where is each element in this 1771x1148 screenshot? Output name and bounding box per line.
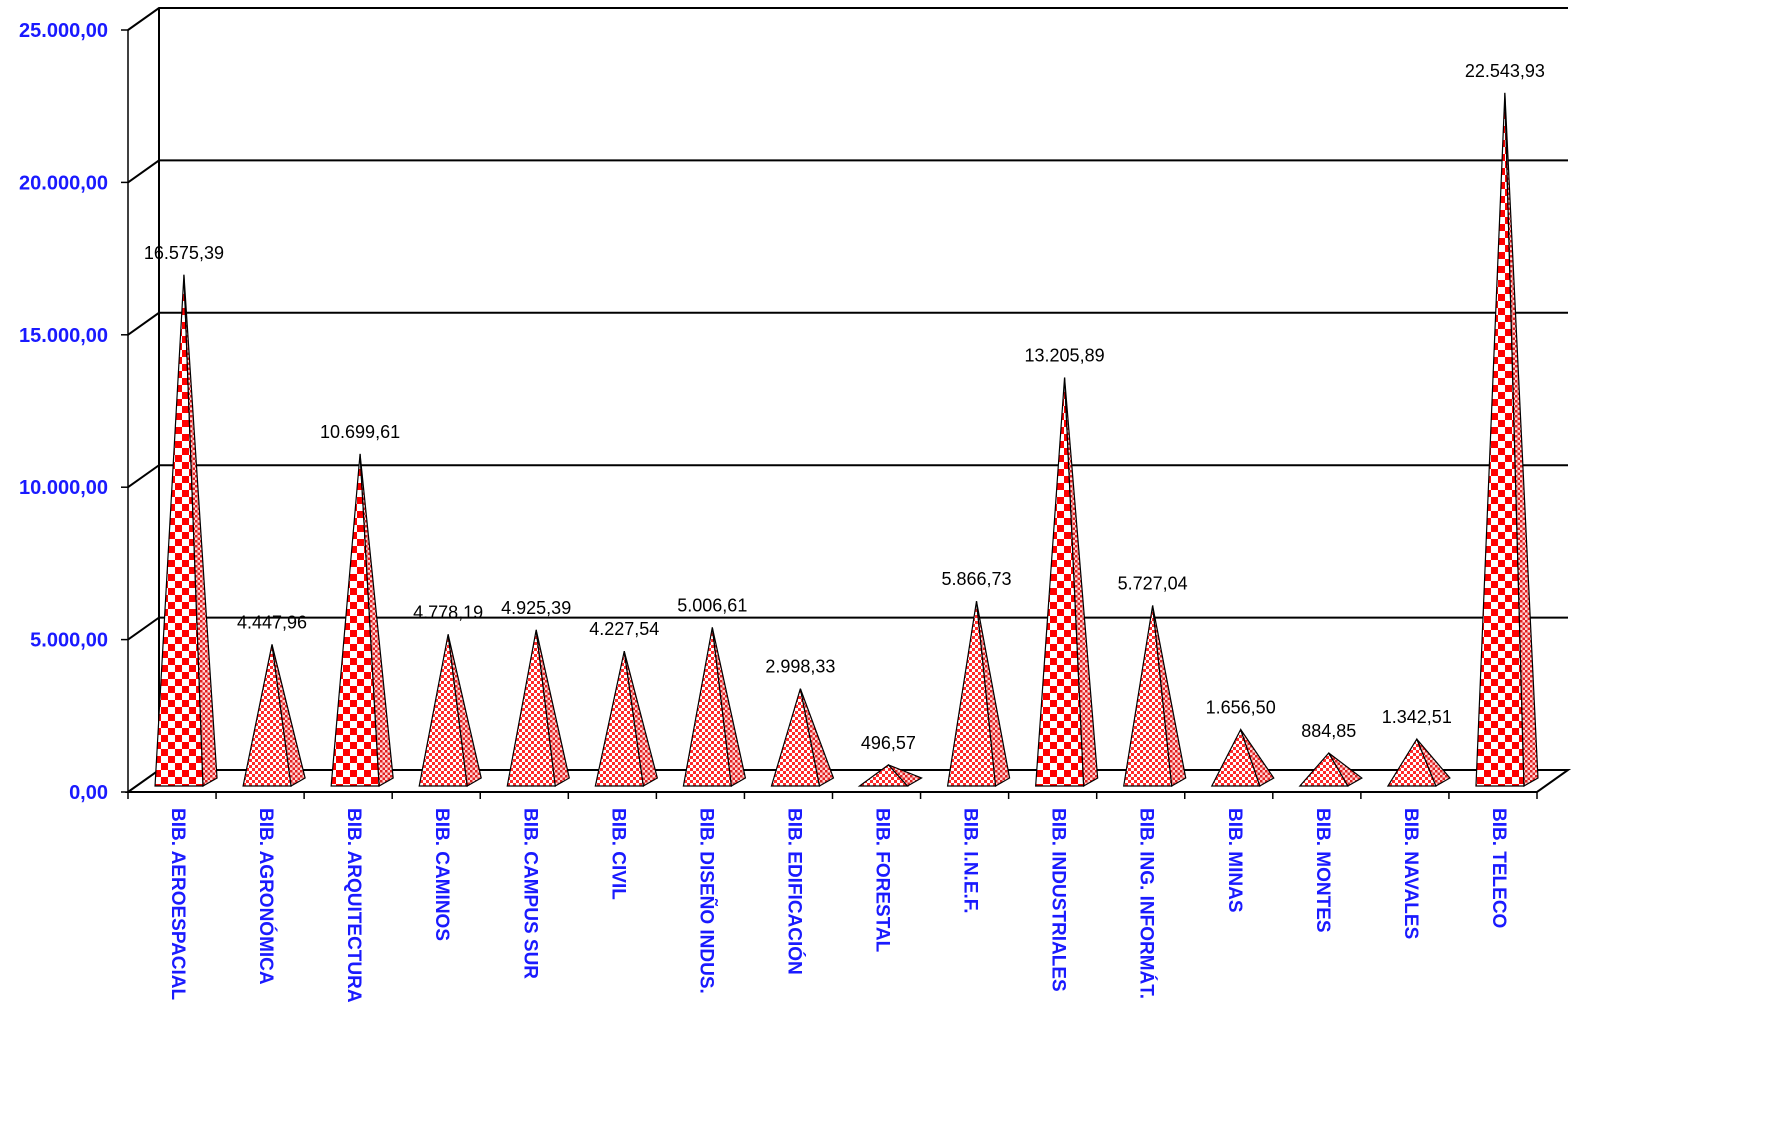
pyramid-side-face	[183, 274, 218, 788]
pyramid-bar	[154, 274, 218, 788]
x-tick-label: BIB. I.N.E.F.	[960, 808, 981, 914]
data-label: 5.006,61	[677, 595, 747, 615]
pyramid-bar	[770, 688, 835, 787]
data-label: 1.342,51	[1382, 707, 1452, 727]
pyramid-side-face	[535, 629, 570, 787]
gridline	[127, 7, 1568, 31]
pyramid-side-face	[1504, 92, 1539, 788]
pyramid-side-face	[711, 627, 747, 787]
pyramid-bar	[594, 650, 659, 787]
pyramid-side-face	[1063, 377, 1099, 788]
x-tick-label: BIB. MONTES	[1312, 808, 1333, 933]
data-label: 22.543,93	[1465, 61, 1545, 81]
x-tick-label: BIB. EDIFICACIÓN	[783, 808, 805, 975]
data-label: 4.227,54	[589, 619, 659, 639]
pyramid-side-face	[1152, 605, 1187, 787]
y-tick-label: 5.000,00	[30, 630, 108, 652]
data-label: 884,85	[1301, 721, 1356, 741]
pyramid-bar	[1210, 727, 1275, 787]
data-label: 4.447,96	[237, 612, 307, 632]
pyramid-side-face	[1240, 729, 1275, 787]
y-tick-label: 10.000,00	[19, 477, 108, 499]
x-tick-label: BIB. INDUSTRIALES	[1048, 808, 1069, 992]
x-tick-label: BIB. FORESTAL	[872, 808, 893, 953]
y-tick-label: 25.000,00	[19, 20, 108, 42]
data-labels: 16.575,39 4.447,96 10.699,61 4.778,19 4.925,…	[144, 61, 1545, 753]
x-tick-label: BIB. CAMINOS	[431, 808, 452, 941]
x-tick-label: BIB. CAMPUS SUR	[519, 808, 540, 979]
data-label: 496,57	[861, 733, 916, 753]
gridline	[127, 464, 1568, 489]
data-label: 5.866,73	[941, 569, 1011, 589]
gridline	[127, 159, 1568, 184]
pyramid-bar	[1475, 92, 1539, 788]
pyramid-bar	[1123, 605, 1187, 787]
pyramid-bar	[242, 644, 306, 787]
gridline	[127, 311, 1568, 336]
pyramid-bar	[1035, 377, 1099, 788]
data-label: 4.778,19	[413, 602, 483, 622]
x-tick-label: BIB. ARQUITECTURA	[343, 808, 364, 1003]
data-label: 13.205,89	[1025, 345, 1105, 365]
pyramid-side-face	[975, 601, 1011, 787]
pyramid-bar	[1386, 737, 1451, 787]
pyramid-side-face	[447, 634, 482, 787]
pyramid-bar	[330, 453, 394, 788]
x-tick-label: BIB. AEROESPACIAL	[167, 808, 188, 1001]
data-label: 10.699,61	[320, 422, 400, 442]
x-tick-label: BIB. TELECO	[1488, 808, 1509, 928]
pyramid-bar	[682, 627, 747, 787]
pyramid-bar	[857, 764, 923, 787]
pyramid-series	[154, 92, 1539, 788]
x-tick-label: BIB. AGRONÓMICA	[255, 808, 277, 985]
y-tick-label: 0,00	[69, 782, 108, 804]
x-tick-label: BIB. NAVALES	[1400, 808, 1421, 939]
y-axis-tick-labels: 0,00 5.000,00 10.000,00 15.000,00 20.000,00 2…	[19, 20, 108, 804]
x-tick-label: BIB. CIVIL	[607, 808, 628, 900]
axes	[121, 8, 1538, 799]
x-tick-label: BIB. DISEÑO INDUS.	[695, 808, 717, 994]
x-tick-label: BIB. ING. INFORMÁT.	[1136, 808, 1158, 999]
data-label: 2.998,33	[765, 657, 835, 677]
pyramid-side-face	[359, 453, 394, 788]
pyramid-side-face	[887, 764, 923, 787]
data-label: 1.656,50	[1206, 698, 1276, 718]
pyramid-bar	[506, 629, 570, 787]
data-label: 16.575,39	[144, 243, 224, 263]
data-label: 5.727,04	[1118, 573, 1188, 593]
x-axis-tick-labels: BIB. AEROESPACIAL BIB. AGRONÓMICA BIB. ARQ…	[167, 808, 1509, 1003]
pyramid-bar	[418, 634, 482, 787]
x-tick-label: BIB. MINAS	[1224, 808, 1245, 913]
pyramid-side-face	[271, 644, 306, 787]
pyramid-bar	[946, 601, 1011, 787]
pyramid-side-face	[623, 650, 659, 787]
pyramid-side-face	[1416, 738, 1451, 787]
data-label: 4.925,39	[501, 598, 571, 618]
pyramid-side-face	[799, 688, 835, 787]
y-tick-label: 15.000,00	[19, 325, 108, 347]
pyramid-bar	[1298, 752, 1363, 787]
pyramid-side-face	[1328, 752, 1363, 787]
y-tick-label: 20.000,00	[19, 172, 108, 194]
